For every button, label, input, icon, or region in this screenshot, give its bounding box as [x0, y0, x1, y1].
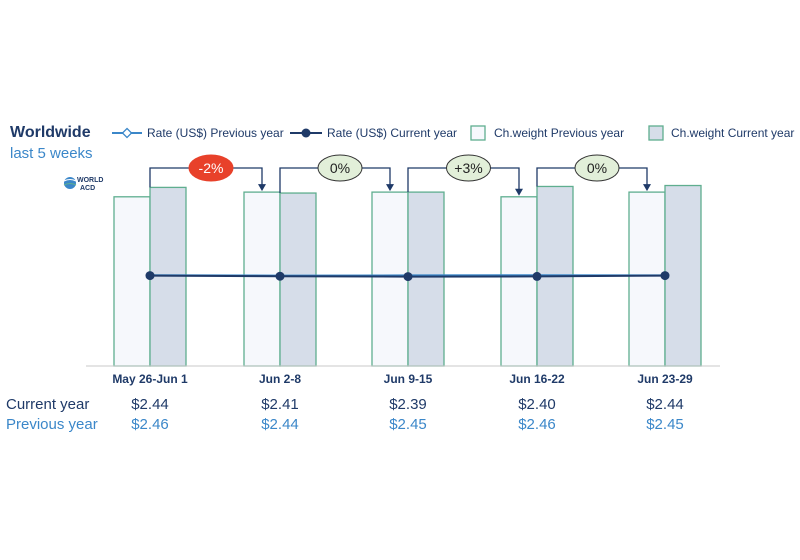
- x-tick-label: Jun 16-22: [509, 372, 565, 386]
- legend-label-rate-prev: Rate (US$) Previous year: [147, 126, 284, 140]
- bar-chweight-previous-year: [243, 191, 281, 367]
- category-labels: May 26-Jun 1 Jun 2-8 Jun 9-15 Jun 16-22 Jun …: [112, 372, 693, 386]
- x-tick-label: Jun 9-15: [384, 372, 433, 386]
- chart-subtitle: last 5 weeks: [10, 145, 93, 162]
- legend: Rate (US$) Previous year Rate (US$) Curr…: [112, 125, 794, 141]
- point-rate-current-year: [660, 271, 670, 281]
- change-bubble: [188, 154, 234, 182]
- x-tick-label: Jun 2-8: [259, 372, 301, 386]
- change-arrow-head: [258, 184, 266, 192]
- value-previous-year: $2.45: [646, 416, 684, 433]
- value-previous-year: $2.44: [261, 416, 299, 433]
- legend-label-weight-prev: Ch.weight Previous year: [494, 126, 624, 140]
- change-bubble: [446, 154, 491, 182]
- bar-chweight-current-year: [279, 192, 317, 367]
- value-current-year: $2.41: [261, 396, 299, 413]
- value-current-year: $2.40: [518, 396, 556, 413]
- world-acd-logo: WORLD ACD: [63, 177, 103, 192]
- point-rate-current-year: [532, 271, 542, 281]
- logo-text-world: WORLD: [77, 177, 103, 184]
- value-current-year: $2.44: [131, 396, 169, 413]
- bar-chweight-previous-year: [500, 196, 538, 367]
- row-label-current-year: Current year: [6, 396, 89, 413]
- legend-label-weight-cur: Ch.weight Current year: [671, 126, 794, 140]
- legend-label-rate-cur: Rate (US$) Current year: [327, 126, 457, 140]
- legend-item-rate-cur: Rate (US$) Current year: [290, 126, 457, 140]
- point-rate-current-year: [145, 271, 155, 281]
- change-label: -2%: [199, 160, 224, 176]
- change-arrow-head: [386, 184, 394, 192]
- legend-item-weight-cur: Ch.weight Current year: [648, 125, 794, 141]
- value-previous-year: $2.45: [389, 416, 427, 433]
- change-label: 0%: [587, 160, 607, 176]
- legend-diamond-marker: [121, 127, 133, 139]
- legend-item-rate-prev: Rate (US$) Previous year: [112, 126, 284, 140]
- bar-chweight-current-year: [664, 184, 702, 367]
- bar-chweight-current-year: [407, 191, 445, 367]
- change-bubble: [317, 154, 363, 182]
- point-rate-current-year: [275, 271, 285, 281]
- bar-chweight-previous-year: [113, 196, 151, 367]
- legend-item-weight-prev: Ch.weight Previous year: [470, 125, 624, 141]
- bars-layer: [86, 184, 720, 367]
- logo-text-acd: ACD: [80, 185, 95, 192]
- value-previous-year: $2.46: [131, 416, 169, 433]
- legend-swatch-prev: [470, 125, 486, 141]
- rate-table: $2.44 $2.41 $2.39 $2.40 $2.44 $2.46 $2.44 $2.45…: [131, 396, 684, 433]
- change-bubble: [574, 154, 620, 182]
- point-rate-current-year: [403, 272, 413, 282]
- legend-dot-marker: [301, 128, 311, 138]
- change-label: 0%: [330, 160, 350, 176]
- bar-chweight-previous-year: [628, 191, 666, 367]
- rate-lines: [145, 271, 670, 282]
- change-label: +3%: [454, 160, 482, 176]
- change-arrow-head: [515, 188, 523, 196]
- x-tick-label: Jun 23-29: [637, 372, 693, 386]
- value-current-year: $2.44: [646, 396, 684, 413]
- change-brackets: -2% 0% +3% 0%: [149, 154, 651, 196]
- legend-swatch-cur: [648, 125, 664, 141]
- value-previous-year: $2.46: [518, 416, 556, 433]
- chart-title: Worldwide: [10, 124, 91, 141]
- row-label-previous-year: Previous year: [6, 416, 98, 433]
- x-tick-label: May 26-Jun 1: [112, 372, 188, 386]
- value-current-year: $2.39: [389, 396, 427, 413]
- change-arrow-head: [643, 184, 651, 192]
- bar-chweight-previous-year: [371, 191, 409, 367]
